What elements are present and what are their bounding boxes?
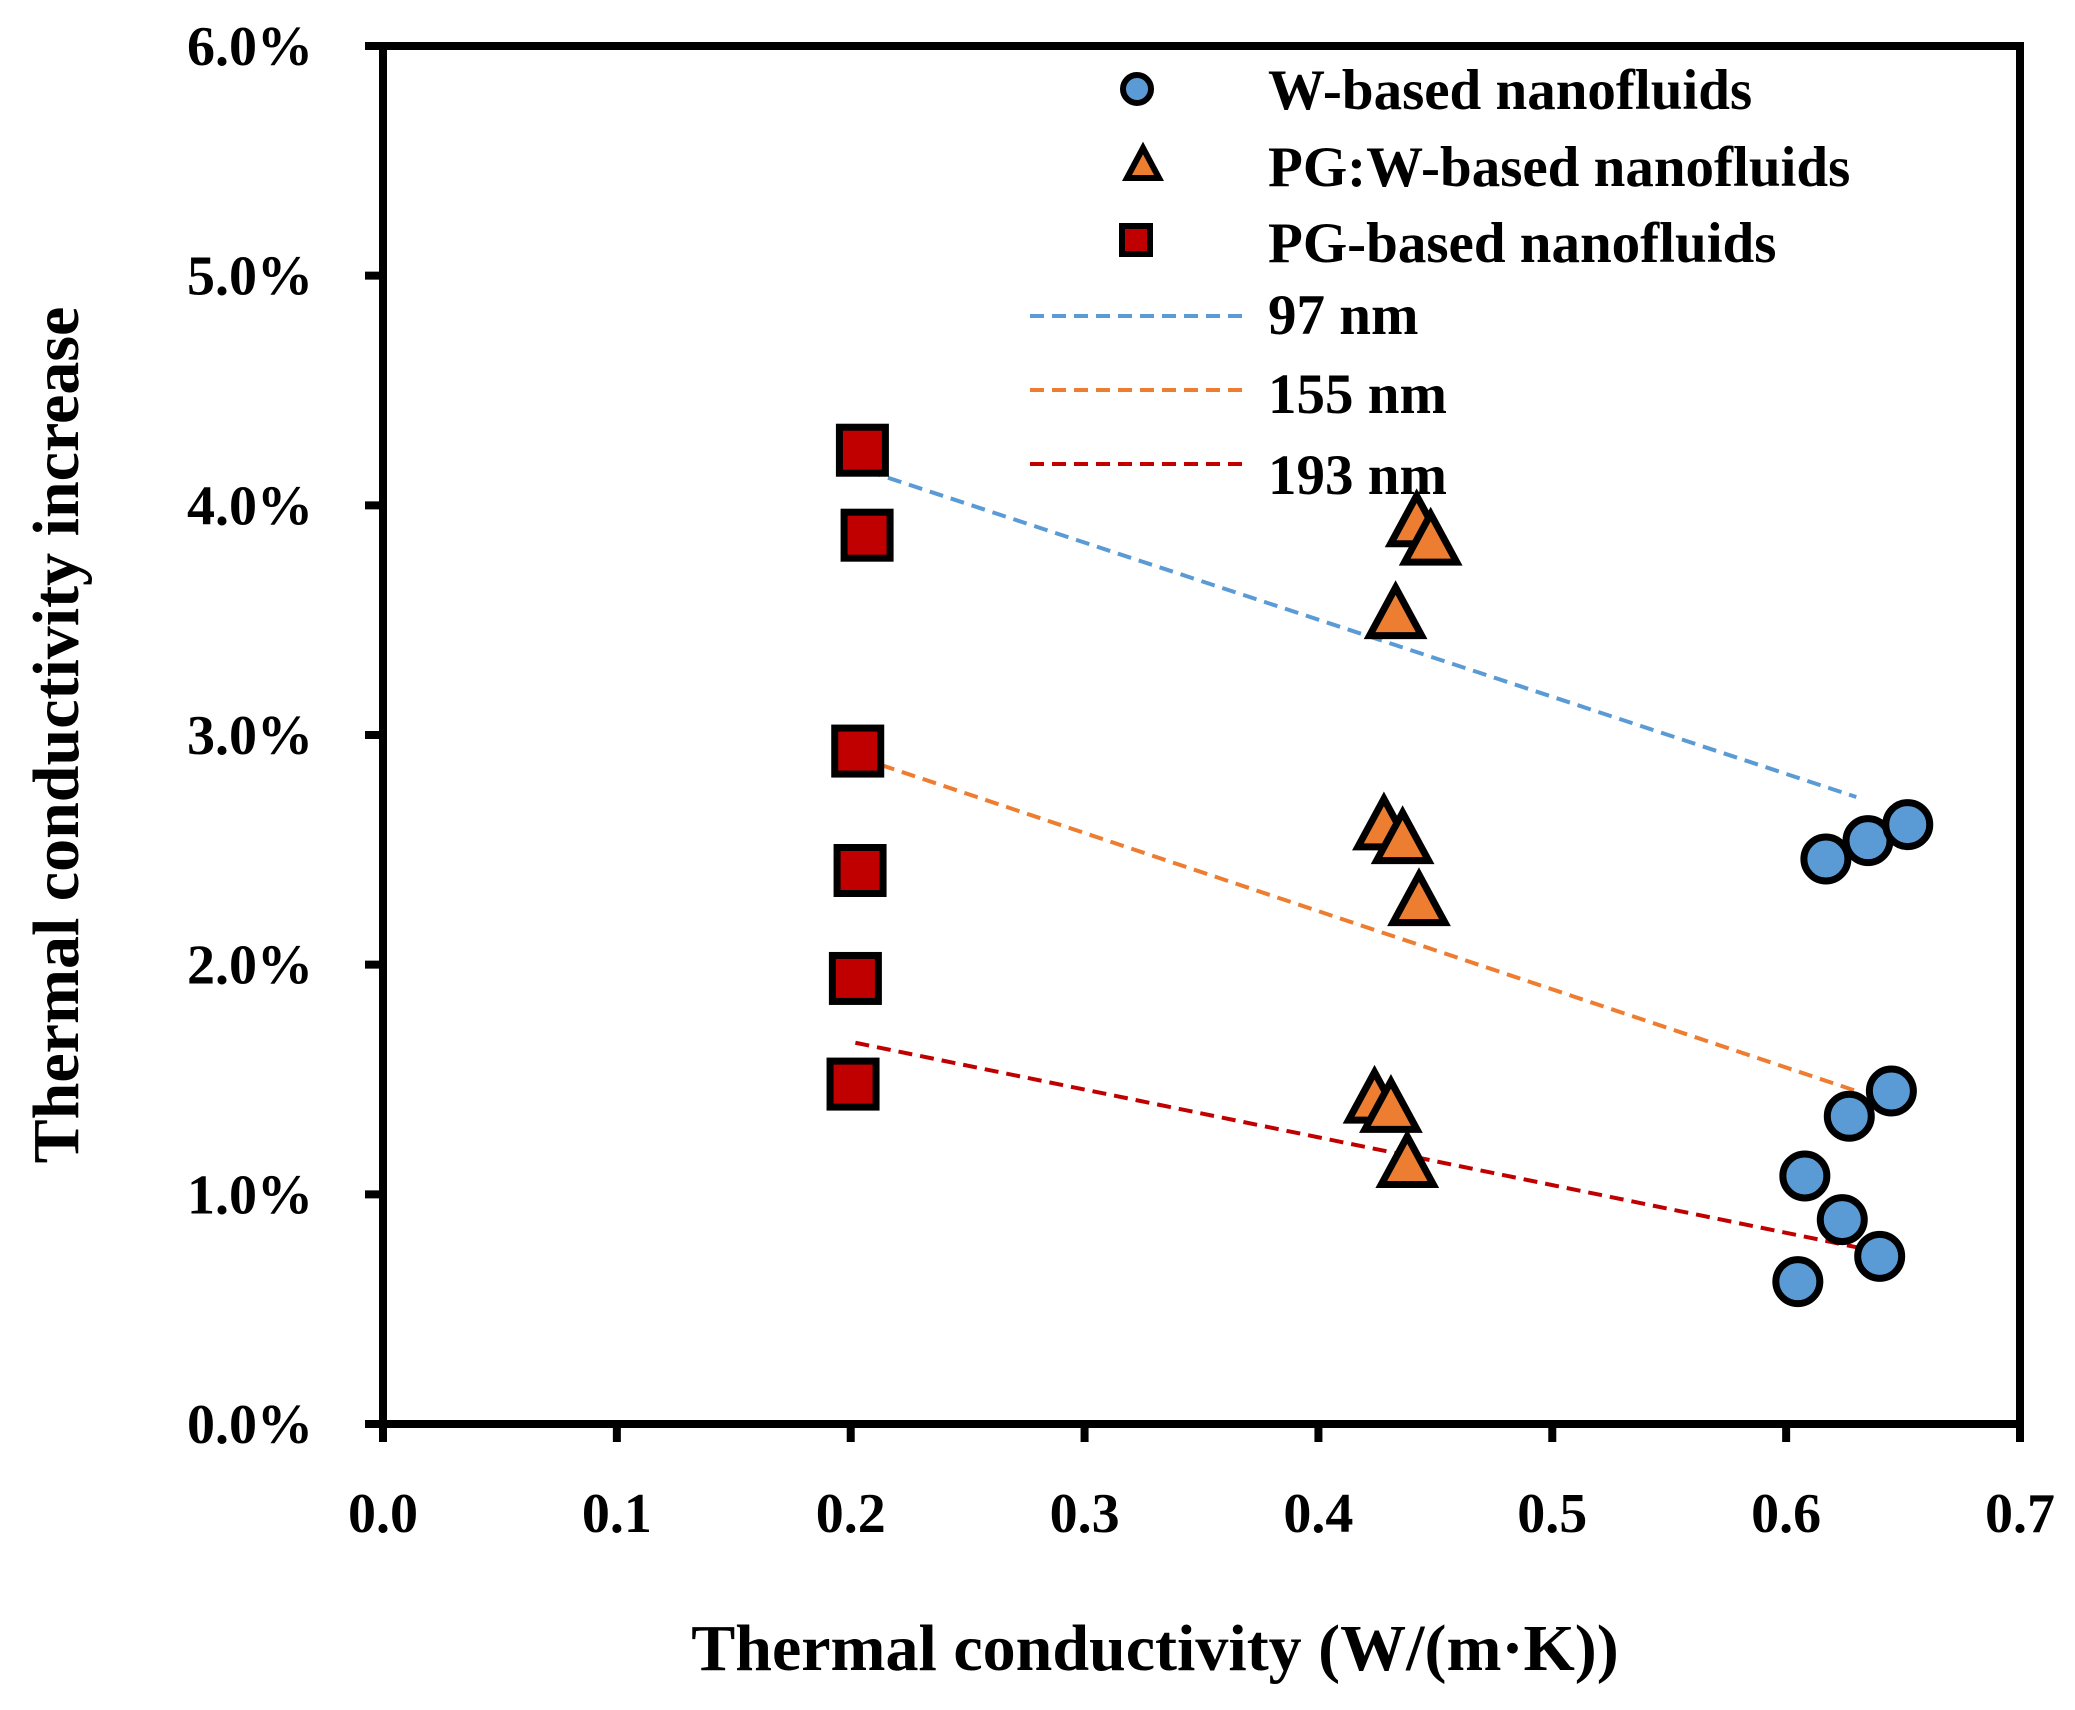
legend-label-155nm: 155 nm	[1268, 363, 1447, 426]
trend-line-97nm	[866, 468, 1857, 799]
x-tick-label: 0.4	[1283, 1483, 1353, 1545]
x-tick-label: 0.6	[1751, 1483, 1821, 1545]
y-tick-label: 2.0%	[187, 935, 313, 997]
point-circle	[1865, 1065, 1917, 1117]
y-tick-label: 1.0%	[187, 1164, 313, 1226]
legend-marker-circle	[1120, 72, 1154, 106]
x-axis-title: Thermal conductivity (W/(m·K))	[691, 1612, 1619, 1685]
point-square	[840, 508, 894, 562]
legend-item-97nm: 97 nm	[1030, 284, 1418, 347]
point-circle	[1772, 1256, 1824, 1308]
point-triangle	[1398, 506, 1463, 566]
point-square	[826, 1057, 880, 1111]
x-tick-label: 0.3	[1050, 1483, 1120, 1545]
y-tick-label: 0.0%	[187, 1394, 313, 1456]
x-tick-label: 0.2	[816, 1483, 886, 1545]
trend-line-155nm	[859, 756, 1857, 1093]
legend-item-pg-based: PG-based nanofluids	[1119, 212, 1776, 275]
y-axis-title: Thermal conductivity increase	[20, 307, 93, 1164]
point-circle	[1823, 1090, 1875, 1142]
legend-marker-triangle	[1122, 141, 1164, 181]
x-tick-label: 0.7	[1985, 1483, 2055, 1545]
legend-label-pg-w-based: PG:W-based nanofluids	[1268, 136, 1850, 199]
y-tick-label: 4.0%	[187, 475, 313, 537]
legend: W-based nanofluids PG:W-based nanofluids…	[1030, 59, 1850, 507]
legend-label-193nm: 193 nm	[1268, 444, 1447, 507]
point-circle	[1800, 833, 1852, 885]
point-triangle	[1359, 1074, 1423, 1133]
trend-lines	[854, 468, 1857, 1250]
point-triangle	[1375, 1129, 1440, 1188]
point-triangle	[1370, 805, 1435, 865]
point-circle	[1779, 1150, 1831, 1202]
point-circle	[1882, 799, 1934, 851]
legend-item-pg-w-based: PG:W-based nanofluids	[1122, 136, 1850, 199]
point-square	[831, 724, 885, 778]
x-tick-label: 0.5	[1517, 1483, 1587, 1545]
tick-labels: 0.0 0.1 0.2 0.3 0.4 0.5 0.6 0.7 0.0% 1.0% 2.0% 3.0%…	[187, 16, 2055, 1545]
legend-item-193nm: 193 nm	[1030, 444, 1447, 507]
legend-label-w-based: W-based nanofluids	[1268, 59, 1752, 122]
axes	[365, 42, 2024, 1442]
point-circle	[1854, 1230, 1906, 1282]
legend-item-155nm: 155 nm	[1030, 363, 1447, 426]
legend-marker-square	[1119, 223, 1153, 257]
legend-label-97nm: 97 nm	[1268, 284, 1418, 347]
y-tick-label: 6.0%	[187, 16, 313, 78]
point-square	[835, 423, 889, 477]
trend-line-193nm	[854, 1040, 1857, 1250]
x-tick-label: 0.1	[582, 1483, 652, 1545]
point-square	[828, 951, 882, 1005]
x-tick-label: 0.0	[348, 1483, 418, 1545]
data-points	[826, 423, 1934, 1308]
legend-label-pg-based: PG-based nanofluids	[1268, 212, 1776, 275]
point-triangle	[1363, 580, 1428, 640]
point-triangle	[1387, 867, 1451, 927]
point-square	[833, 844, 887, 898]
legend-item-w-based: W-based nanofluids	[1120, 59, 1752, 122]
y-tick-label: 3.0%	[187, 705, 313, 767]
y-tick-label: 5.0%	[187, 246, 313, 308]
point-circle	[1816, 1194, 1868, 1246]
